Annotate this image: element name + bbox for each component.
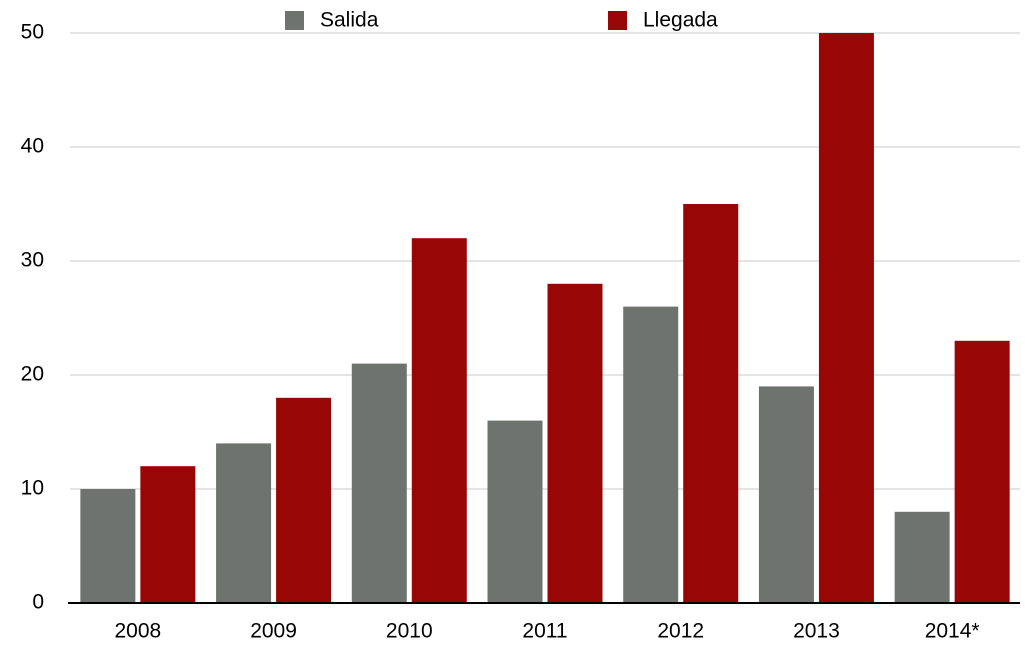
bar bbox=[216, 443, 272, 603]
bar bbox=[140, 466, 196, 603]
x-tick-label: 2012 bbox=[657, 620, 704, 643]
bar bbox=[683, 204, 739, 603]
legend-label: Llegada bbox=[643, 9, 718, 32]
y-tick-label: 40 bbox=[21, 135, 44, 158]
bar bbox=[351, 363, 407, 603]
x-tick-label: 2014* bbox=[925, 620, 980, 643]
bar bbox=[758, 386, 814, 603]
legend-label: Salida bbox=[320, 9, 379, 32]
y-tick-label: 30 bbox=[21, 249, 44, 272]
legend-swatch bbox=[608, 11, 627, 30]
y-tick-label: 20 bbox=[21, 363, 44, 386]
legend-swatch bbox=[285, 11, 304, 30]
x-tick-label: 2010 bbox=[386, 620, 433, 643]
bar bbox=[276, 397, 332, 603]
bar bbox=[411, 238, 467, 603]
x-tick-label: 2008 bbox=[114, 620, 161, 643]
bar bbox=[80, 489, 136, 603]
y-tick-label: 50 bbox=[21, 21, 44, 44]
y-tick-label: 0 bbox=[32, 591, 44, 614]
x-tick-label: 2009 bbox=[250, 620, 297, 643]
y-tick-label: 10 bbox=[21, 477, 44, 500]
x-tick-label: 2013 bbox=[793, 620, 840, 643]
bar bbox=[623, 306, 679, 603]
bar bbox=[487, 420, 543, 603]
x-tick-label: 2011 bbox=[522, 620, 567, 643]
bar bbox=[954, 340, 1010, 603]
bar bbox=[818, 33, 874, 603]
bar bbox=[547, 283, 603, 603]
bar bbox=[894, 511, 950, 603]
